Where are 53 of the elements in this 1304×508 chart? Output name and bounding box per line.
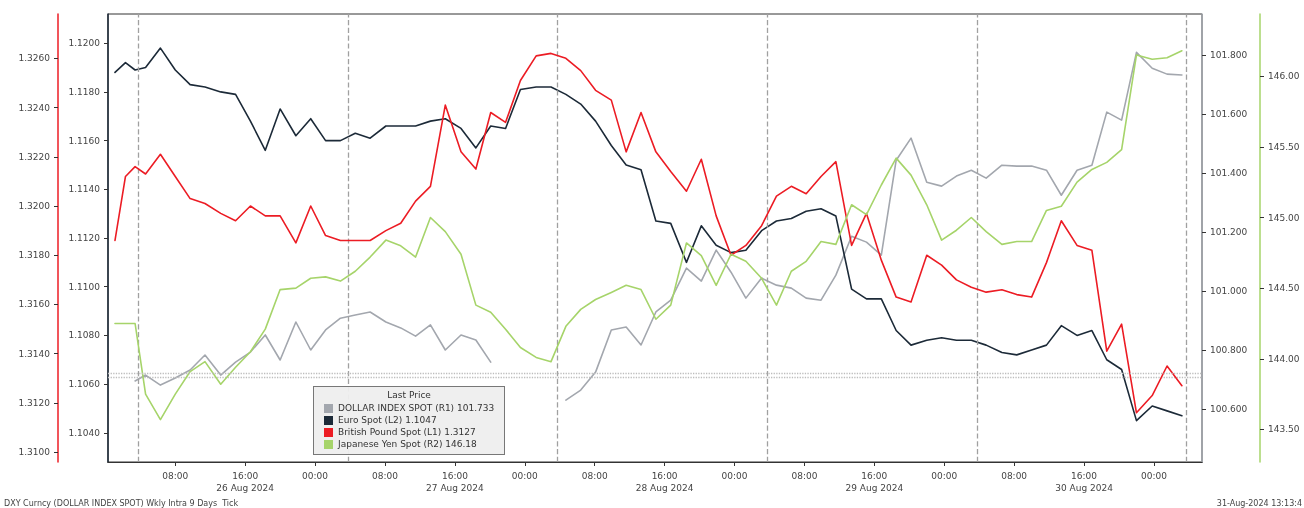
y-tick-label: 1.1140 [68, 184, 101, 195]
y-tick-label: 1.3260 [18, 53, 51, 64]
legend-label: DOLLAR INDEX SPOT (R1) 101.733 [338, 403, 495, 413]
x-tick-label: 16:00 28 Aug 2024 [635, 471, 694, 493]
y2-tick-label: 145.50 [1268, 141, 1300, 152]
y2-tick-label: 101.400 [1210, 168, 1248, 179]
y2-tick-label: 143.50 [1268, 424, 1300, 435]
x-tick-label: 08:00 [1001, 471, 1028, 481]
y-tick-label: 1.1040 [68, 427, 101, 438]
y2-tick-label: 144.00 [1268, 353, 1300, 364]
y-tick-label: 1.1120 [68, 233, 101, 243]
y-tick-label: 1.1180 [68, 86, 101, 97]
y2-tick-label: 145.00 [1268, 212, 1300, 223]
legend-title: Last Price [386, 390, 432, 400]
y2-tick-label: 144.50 [1268, 283, 1300, 294]
x-tick-label: 16:00 29 Aug 2024 [845, 471, 904, 493]
y-tick-label: 1.3100 [18, 447, 51, 458]
y2-tick-label: 101.000 [1210, 286, 1248, 297]
y2-tick-label: 100.800 [1210, 345, 1248, 355]
y-tick-label: 1.1100 [68, 281, 101, 292]
x-tick-label: 00:00 [721, 471, 748, 481]
text: 31-Aug-2024 13:13:4 [1216, 498, 1302, 508]
x-tick-label: 16:00 27 Aug 2024 [426, 471, 484, 493]
x-tick-label: 08:00 [581, 471, 608, 481]
x-tick-label: 00:00 [511, 471, 539, 481]
legend-label: British Pound Spot (L1) 1.3127 [338, 427, 476, 437]
x-tick-label: 16:00 30 Aug 2024 [1055, 471, 1114, 493]
y-tick-label: 1.3240 [18, 102, 51, 113]
y-tick-label: 1.1080 [68, 330, 101, 341]
y-tick-label: 1.3140 [18, 348, 51, 359]
x-tick-label: 00:00 [1140, 471, 1168, 481]
y2-tick-label: 101.200 [1210, 227, 1248, 238]
y2-tick-label: 101.800 [1210, 50, 1248, 61]
x-tick-label: 16:00 26 Aug 2024 [216, 471, 275, 493]
x-tick-label: 00:00 [931, 471, 958, 481]
x-tick-label: 08:00 [791, 471, 818, 481]
legend-label: Euro Spot (L2) 1.1047 [338, 415, 437, 425]
y-tick-label: 1.3160 [18, 299, 51, 310]
y-tick-label: 1.1200 [68, 38, 101, 49]
y-tick-label: 1.3120 [18, 397, 51, 408]
y-tick-label: 1.3180 [18, 250, 51, 261]
text: DXY Curncy (DOLLAR INDEX SPOT) Wkly Intra 9 Days Tick [4, 498, 239, 508]
x-tick-label: 00:00 [302, 471, 329, 481]
y2-tick-label: 100.600 [1210, 403, 1248, 414]
y2-tick-label: 146.00 [1268, 71, 1300, 82]
legend-label: Japanese Yen Spot (R2) 146.18 [338, 439, 477, 449]
y2-tick-label: 101.600 [1210, 109, 1248, 120]
x-tick-label: 08:00 [372, 471, 399, 481]
y-tick-label: 1.3200 [18, 201, 51, 211]
y-tick-label: 1.3220 [18, 151, 51, 162]
x-tick-label: 08:00 [162, 471, 189, 481]
y-tick-label: 1.1160 [68, 135, 101, 146]
y-tick-label: 1.1060 [68, 379, 101, 390]
